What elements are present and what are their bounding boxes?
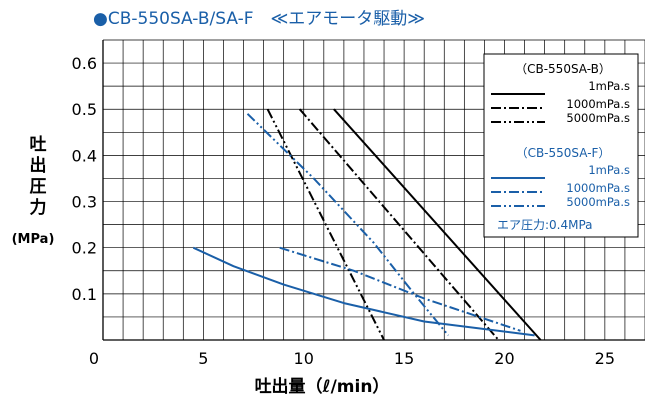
x-tick-label: 5 [198, 349, 208, 368]
x-tick-label: 15 [394, 349, 414, 368]
series-group [192, 108, 542, 341]
legend-b-item-label: 1mPa.s [588, 79, 630, 93]
legend-f-item-label: 1mPa.s [588, 163, 630, 177]
y-tick-label: 0.3 [72, 193, 97, 212]
legend-b-item-label: 1000mPa.s [566, 97, 630, 111]
legend-b-item-label: 5000mPa.s [566, 111, 630, 125]
y-axis-label: 吐出圧力 (MPa) [12, 135, 55, 247]
legend: （CB-550SA-B） （CB-550SA-F） 1mPa.s 1000mPa.… [483, 53, 639, 238]
legend-items: 1mPa.s1000mPa.s5000mPa.s1mPa.s1000mPa.s5… [491, 79, 630, 209]
x-tick-label: 0 [89, 349, 99, 368]
y-tick-label: 0.4 [72, 146, 97, 165]
y-axis-ticks: 0.1 0.2 0.3 0.4 0.5 0.6 [72, 54, 97, 304]
legend-f-item-label: 5000mPa.s [566, 195, 630, 209]
y-tick-label: 0.6 [72, 54, 97, 73]
x-axis-label: 吐出量（ℓ/min） [255, 376, 390, 397]
series-line-CB-550SA-B-1000mPa.s [298, 108, 500, 341]
series-line-CB-550SA-B-5000mPa.s [266, 108, 385, 341]
y-tick-label: 0.5 [72, 100, 97, 119]
x-tick-label: 20 [494, 349, 514, 368]
x-tick-label: 10 [294, 349, 314, 368]
series-line-CB-550SA-F-1000mPa.s [279, 246, 521, 332]
legend-group-f-title: （CB-550SA-F） [516, 146, 611, 160]
series-line-CB-550SA-F-5000mPa.s [246, 113, 450, 337]
legend-group-b-title: （CB-550SA-B） [515, 62, 611, 76]
legend-air-pressure-note: エア圧力:0.4MPa [497, 218, 593, 232]
chart-title: ●CB-550SA-B/SA-F ≪エアモータ駆動≫ [93, 9, 425, 29]
x-axis-ticks: 0 5 10 15 20 25 [89, 349, 615, 368]
y-axis-label-text: 吐出圧力 [30, 135, 47, 218]
y-axis-unit: (MPa) [12, 232, 55, 247]
y-tick-label: 0.2 [72, 239, 97, 258]
y-tick-label: 0.1 [72, 285, 97, 304]
series-line-CB-550SA-F-1mPa.s [192, 246, 535, 337]
x-tick-label: 25 [595, 349, 615, 368]
legend-f-item-label: 1000mPa.s [566, 181, 630, 195]
series-line-CB-550SA-B-1mPa.s [333, 108, 542, 341]
